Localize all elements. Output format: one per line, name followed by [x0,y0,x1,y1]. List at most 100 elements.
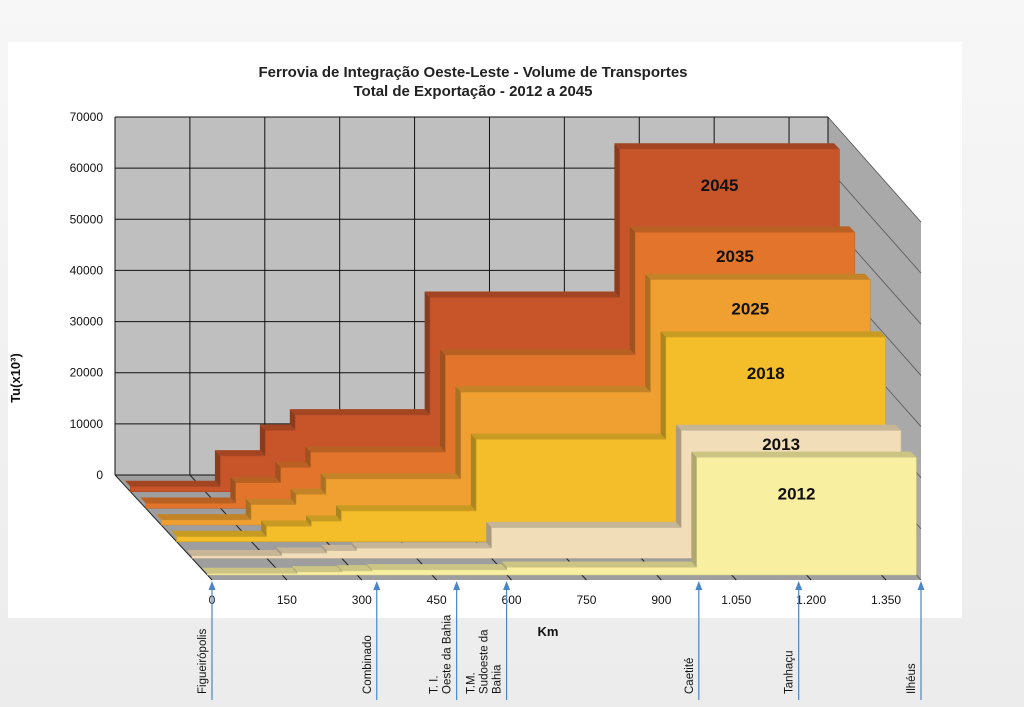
grid-line-side [827,116,922,223]
band-top-face [289,409,430,415]
band-riser-face [675,424,682,528]
y-tick-label: 60000 [70,161,104,175]
band-top-face [202,567,298,574]
y-tick-label: 0 [96,468,103,482]
series-bands: 2045 2035 2025 2018 2013 2012 [125,143,917,576]
station-markers: Figueirópolis Combinado T. I. Oeste da Bahi… [197,581,925,700]
station-marker: Combinado [362,581,381,700]
band-riser-face [455,386,461,479]
series-band-2012: 2012 [202,451,917,576]
band-top-face [291,566,343,572]
station-marker: T.M. Sudoeste da Bahia [466,581,511,700]
band-top-face [230,476,281,483]
station-marker: Ilhéus [906,581,925,700]
x-tick-label: 300 [352,593,372,607]
station-arrowhead [695,581,703,590]
band-top-face [321,544,357,551]
station-arrowhead [208,581,216,590]
band-riser-face [245,498,252,520]
band-riser-face [336,565,343,572]
band-riser-face [629,226,636,355]
station-label: T.M. [466,672,478,694]
station-label: Tanhaçu [784,651,796,694]
station-label: Bahia [492,664,504,694]
station-arrowhead [373,581,381,590]
band-top-face [261,520,312,527]
band-riser-face [321,544,327,554]
x-tick-label: 450 [427,593,447,607]
band-top-face [629,226,855,233]
band-top-face [140,497,236,504]
band-top-face [660,331,886,338]
x-tick-label: 1.350 [871,593,901,607]
band-top-face [186,550,282,556]
x-tick-label: 750 [576,593,596,607]
band-riser-face [305,446,311,468]
band-riser-face [291,566,298,574]
band-top-face [245,498,297,505]
band-top-face [440,349,636,355]
band-riser-face [486,521,492,549]
band-riser-face [230,476,236,504]
grid-line-floor [189,474,288,581]
station-arrowhead [917,581,925,590]
band-top-face [155,514,252,520]
band-top-face [691,451,917,458]
band-riser-face [351,542,357,551]
y-tick-label: 70000 [70,110,104,124]
band-riser-face [501,561,507,570]
band-top-face [259,424,296,431]
grid-line-side [827,167,922,274]
chart-subtitle: Total de Exportação - 2012 a 2045 [354,83,593,100]
station-label: Combinado [362,635,374,694]
band-riser-face [276,547,282,556]
band-front-face [207,457,917,576]
band-riser-face [366,564,373,571]
band-top-face [351,542,492,549]
band-top-face [336,565,373,571]
band-top-face [275,461,311,468]
station-arrowhead [795,581,803,590]
grid-line-floor [114,474,213,581]
band-top-face [306,515,342,522]
x-tick-label: 150 [277,593,297,607]
x-tick-label: 600 [502,593,522,607]
band-riser-face [306,515,312,527]
station-label: Ilhéus [906,663,918,694]
band-top-face [675,424,901,431]
station-marker: T. I. Oeste da Bahia [429,581,461,700]
band-riser-face [614,143,620,298]
station-label: T. I. [429,675,441,694]
band-riser-face [336,505,342,522]
station-label: Caetité [684,658,696,694]
band-riser-face [660,331,666,440]
band-top-face [501,561,697,568]
band-top-face [645,273,871,280]
band-top-face [486,521,682,528]
band-top-face [455,386,651,393]
band-riser-face [214,450,221,487]
band-top-face [214,450,266,456]
station-marker: Figueirópolis [197,581,216,700]
band-top-face [424,291,620,298]
station-label: Oeste da Bahia [442,614,454,694]
series-label-2018: 2018 [747,364,785,383]
band-riser-face [424,291,430,415]
station-marker: Caetité [684,581,703,700]
y-axis-ticks: 0 10000 20000 30000 40000 50000 60000 70000 [70,110,104,482]
series-label-2035: 2035 [716,247,754,266]
band-riser-face [440,349,446,453]
band-riser-face [691,451,697,568]
band-top-face [276,547,327,554]
band-riser-face [275,461,281,483]
band-top-face [305,446,446,453]
band-top-face [470,433,666,440]
band-riser-face [259,424,266,456]
band-riser-face [320,473,326,495]
station-label: Sudoeste da [479,629,491,694]
chart-title: Ferrovia de Integração Oeste-Leste - Vol… [258,64,687,81]
x-tick-label: 1.050 [721,593,751,607]
series-label-2013: 2013 [762,435,800,454]
